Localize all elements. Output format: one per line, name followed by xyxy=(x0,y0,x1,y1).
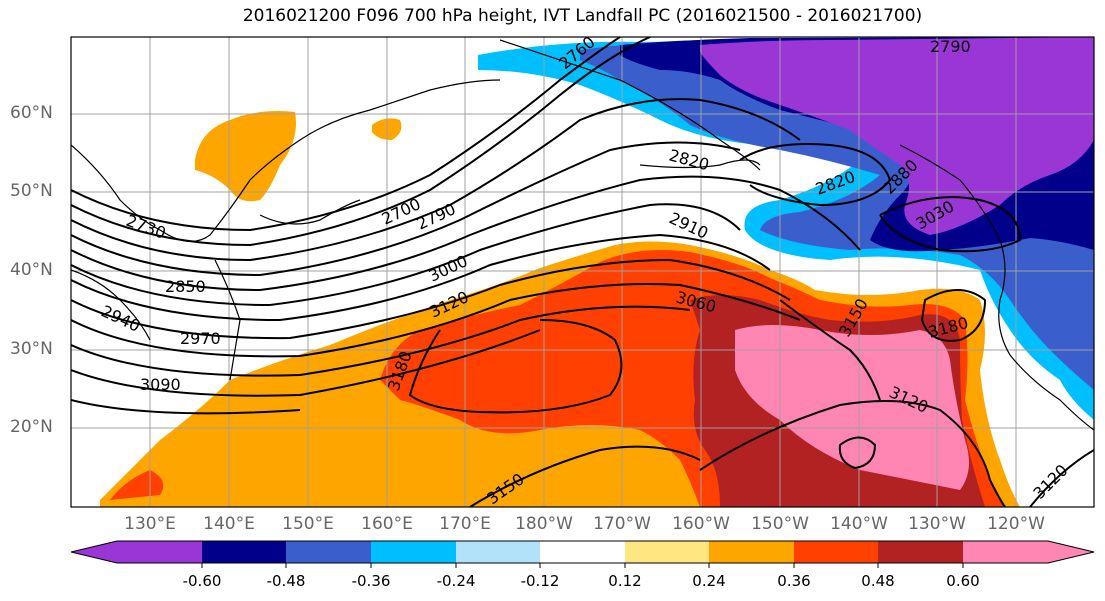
colorbar-segment xyxy=(202,541,286,563)
colorbar-segment xyxy=(371,541,456,563)
colorbar-tick-label: 0.60 xyxy=(946,572,980,590)
lat-label-30n: 30°N xyxy=(10,339,53,359)
colorbar-tick-label: 0.12 xyxy=(608,572,642,590)
map-frame xyxy=(70,36,1095,508)
colorbar-segment xyxy=(456,541,540,563)
lon-label-160e: 160°E xyxy=(361,514,413,534)
colorbar-tick-label: -0.12 xyxy=(520,572,560,590)
colorbar-tick-label: -0.60 xyxy=(182,572,222,590)
lon-label-150e: 150°E xyxy=(282,514,334,534)
lon-label-120w: 120°W xyxy=(987,514,1045,534)
lat-label-60n: 60°N xyxy=(10,103,53,123)
colorbar-tick-label: -0.48 xyxy=(266,572,306,590)
colorbar-tick-label: -0.36 xyxy=(351,572,391,590)
contour-label: 3090 xyxy=(140,375,181,394)
contour-label: 2790 xyxy=(930,37,971,56)
negative-ivt-shading xyxy=(478,37,1094,501)
lon-label-130e: 130°E xyxy=(124,514,176,534)
lon-label-170w: 170°W xyxy=(593,514,651,534)
contour-label: 2970 xyxy=(180,329,221,348)
lon-label-140w: 140°W xyxy=(830,514,888,534)
height-contours xyxy=(71,37,1094,507)
lon-label-180w: 180°W xyxy=(515,514,573,534)
lon-label-130w: 130°W xyxy=(908,514,966,534)
colorbar-tick-label: -0.24 xyxy=(436,572,476,590)
lon-label-170e: 170°E xyxy=(439,514,491,534)
colorbar-tick-label: 0.36 xyxy=(777,572,811,590)
colorbar-segment xyxy=(709,541,794,563)
lon-label-150w: 150°W xyxy=(751,514,809,534)
colorbar-tick-label: 0.24 xyxy=(692,572,726,590)
colorbar-segment xyxy=(878,541,963,563)
colorbar-outline xyxy=(70,540,1095,564)
colorbar-segment xyxy=(625,541,709,563)
lon-label-140e: 140°E xyxy=(203,514,255,534)
colorbar-tick-label: 0.48 xyxy=(861,572,895,590)
lat-label-20n: 20°N xyxy=(10,417,53,437)
colorbar xyxy=(70,540,1095,568)
colorbar-segment xyxy=(286,541,371,563)
lon-label-160w: 160°W xyxy=(672,514,730,534)
contour-label: 2850 xyxy=(165,277,206,296)
coastlines xyxy=(71,39,1094,431)
lat-label-50n: 50°N xyxy=(10,181,53,201)
colorbar-segment xyxy=(540,541,625,563)
lat-label-40n: 40°N xyxy=(10,260,53,280)
map-title: 2016021200 F096 700 hPa height, IVT Land… xyxy=(242,6,923,26)
colorbar-extend-high xyxy=(1048,541,1094,563)
colorbar-segment xyxy=(117,541,202,563)
colorbar-segment xyxy=(963,541,1048,563)
colorbar-extend-low xyxy=(71,541,117,563)
colorbar-segment xyxy=(794,541,878,563)
